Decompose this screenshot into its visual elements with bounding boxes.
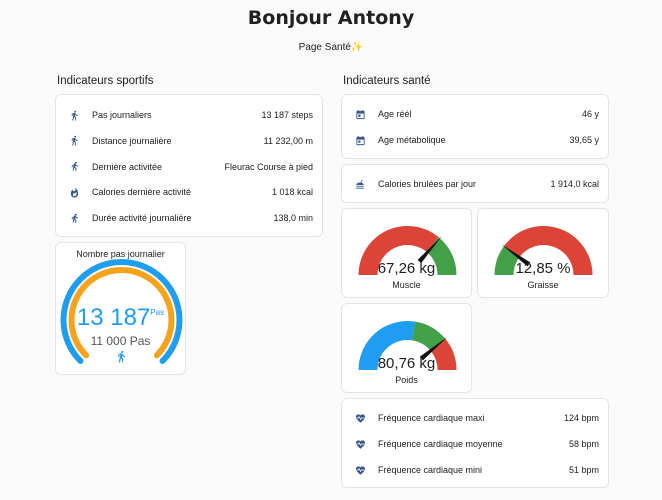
poids-label: Poids (395, 375, 418, 385)
health-section-title: Indicateurs santé (343, 75, 431, 87)
walk-icon (56, 135, 92, 146)
entity-row[interactable]: Durée activité journalière 138,0 min (56, 205, 322, 231)
entity-value: 138,0 min (273, 213, 313, 224)
walk-icon (115, 350, 128, 368)
sport-card: Pas journaliers 13 187 steps Distance jour… (55, 94, 323, 237)
heart-card: Fréquence cardiaque maxi 124 bpm Fréquence… (341, 398, 609, 488)
graisse-value: 12,85 % (515, 260, 571, 277)
walk-icon (56, 110, 92, 121)
muscle-value: 67,26 kg (377, 260, 436, 277)
entity-label: Calories dernière activité (92, 187, 192, 198)
fire-icon (56, 187, 92, 198)
run-icon (56, 213, 92, 224)
gauge-segment (358, 226, 439, 275)
calendar-icon (342, 135, 378, 146)
entity-value: 1 018 kcal (271, 187, 313, 198)
entity-label: Fréquence cardiaque maxi (378, 413, 485, 423)
gauge-segment (426, 237, 457, 275)
entity-label: Fréquence cardiaque mini (378, 465, 483, 475)
steps-inner-arc (68, 267, 175, 359)
entity-value: 124 bpm (563, 413, 599, 423)
steps-value: 13 187 (76, 304, 151, 331)
age-card: Age réél 46 y Age métabolique 39,65 y (341, 94, 609, 159)
entity-row[interactable]: Fréquence cardiaque moyenne 58 bpm (342, 431, 608, 457)
graisse-gauge-card[interactable]: 12,85 % Graisse (477, 208, 609, 298)
entity-label: Durée activité journalière (92, 213, 192, 224)
heart-pulse-icon (342, 413, 378, 424)
poids-gauge (358, 321, 457, 370)
graisse-label: Graisse (527, 280, 559, 290)
calories-card: Calories brulées par jour 1 914,0 kcal (341, 164, 609, 203)
entity-label: Pas journaliers (92, 110, 152, 120)
entity-value: 13 187 steps (261, 110, 313, 120)
graisse-gauge (494, 226, 593, 275)
entity-label: Fréquence cardiaque moyenne (378, 439, 503, 449)
steps-value-line: 13 187Pas (56, 304, 185, 332)
muscle-gauge-card[interactable]: 67,26 kg Muscle (341, 208, 472, 298)
heart-pulse-icon (342, 465, 378, 476)
muscle-gauge (358, 226, 457, 275)
entity-row[interactable]: Pas journaliers 13 187 steps (56, 102, 322, 128)
page-subtitle: Page Santé✨ (0, 42, 662, 53)
gauge-needle (417, 235, 442, 264)
steps-card-title: Nombre pas journalier (76, 249, 165, 259)
heart-pulse-icon (342, 439, 378, 450)
entity-value: 46 y (581, 109, 599, 119)
run-icon (56, 161, 92, 172)
entity-value: Fleurac Course à pied (224, 161, 313, 172)
entity-row[interactable]: Calories brulées par jour 1 914,0 kcal (342, 171, 608, 197)
entity-label: Age métabolique (378, 135, 446, 145)
subtitle-text: Page Santé (298, 42, 351, 53)
entity-label: Distance journalière (92, 135, 172, 146)
entity-row[interactable]: Dernière activitée Fleurac Course à pied (56, 154, 322, 180)
entity-label: Dernière activitée (92, 161, 163, 172)
poids-gauge-card[interactable]: 80,76 kg Poids (341, 303, 472, 393)
entity-row[interactable]: Fréquence cardiaque mini 51 bpm (342, 457, 608, 483)
muscle-label: Muscle (392, 280, 421, 290)
entity-row[interactable]: Age réél 46 y (342, 101, 608, 127)
poids-value: 80,76 kg (377, 355, 436, 372)
entity-label: Age réél (378, 109, 412, 119)
entity-row[interactable]: Fréquence cardiaque maxi 124 bpm (342, 405, 608, 431)
gauge-segment (358, 321, 416, 370)
food-icon (342, 179, 378, 190)
entity-value: 11 232,00 m (263, 135, 313, 146)
sport-section-title: Indicateurs sportifs (57, 75, 154, 87)
gauge-needle (501, 244, 531, 267)
gauge-segment (503, 226, 593, 275)
steps-unit: Pas (150, 308, 165, 317)
entity-value: 39,65 y (569, 135, 599, 145)
entity-label: Calories brulées par jour (378, 179, 477, 189)
page-title: Bonjour Antony (247, 7, 415, 29)
entity-row[interactable]: Distance journalière 11 232,00 m (56, 128, 322, 154)
steps-outer-arc (60, 258, 183, 365)
steps-gauge-card[interactable]: Nombre pas journalier 13 187Pas 11 000 P… (55, 242, 186, 375)
entity-row[interactable]: Age métabolique 39,65 y (342, 127, 608, 153)
gauge-needle (419, 336, 448, 361)
entity-value: 58 bpm (568, 439, 599, 449)
steps-goal: 11 000 Pas (90, 334, 151, 348)
entity-value: 1 914,0 kcal (550, 179, 599, 189)
gauge-segment (412, 321, 446, 351)
calendar-icon (342, 109, 378, 120)
entity-value: 51 bpm (568, 465, 599, 475)
sparkles-icon: ✨ (350, 42, 364, 53)
entity-row[interactable]: Calories dernière activité 1 018 kcal (56, 179, 322, 205)
steps-ring (60, 258, 183, 365)
